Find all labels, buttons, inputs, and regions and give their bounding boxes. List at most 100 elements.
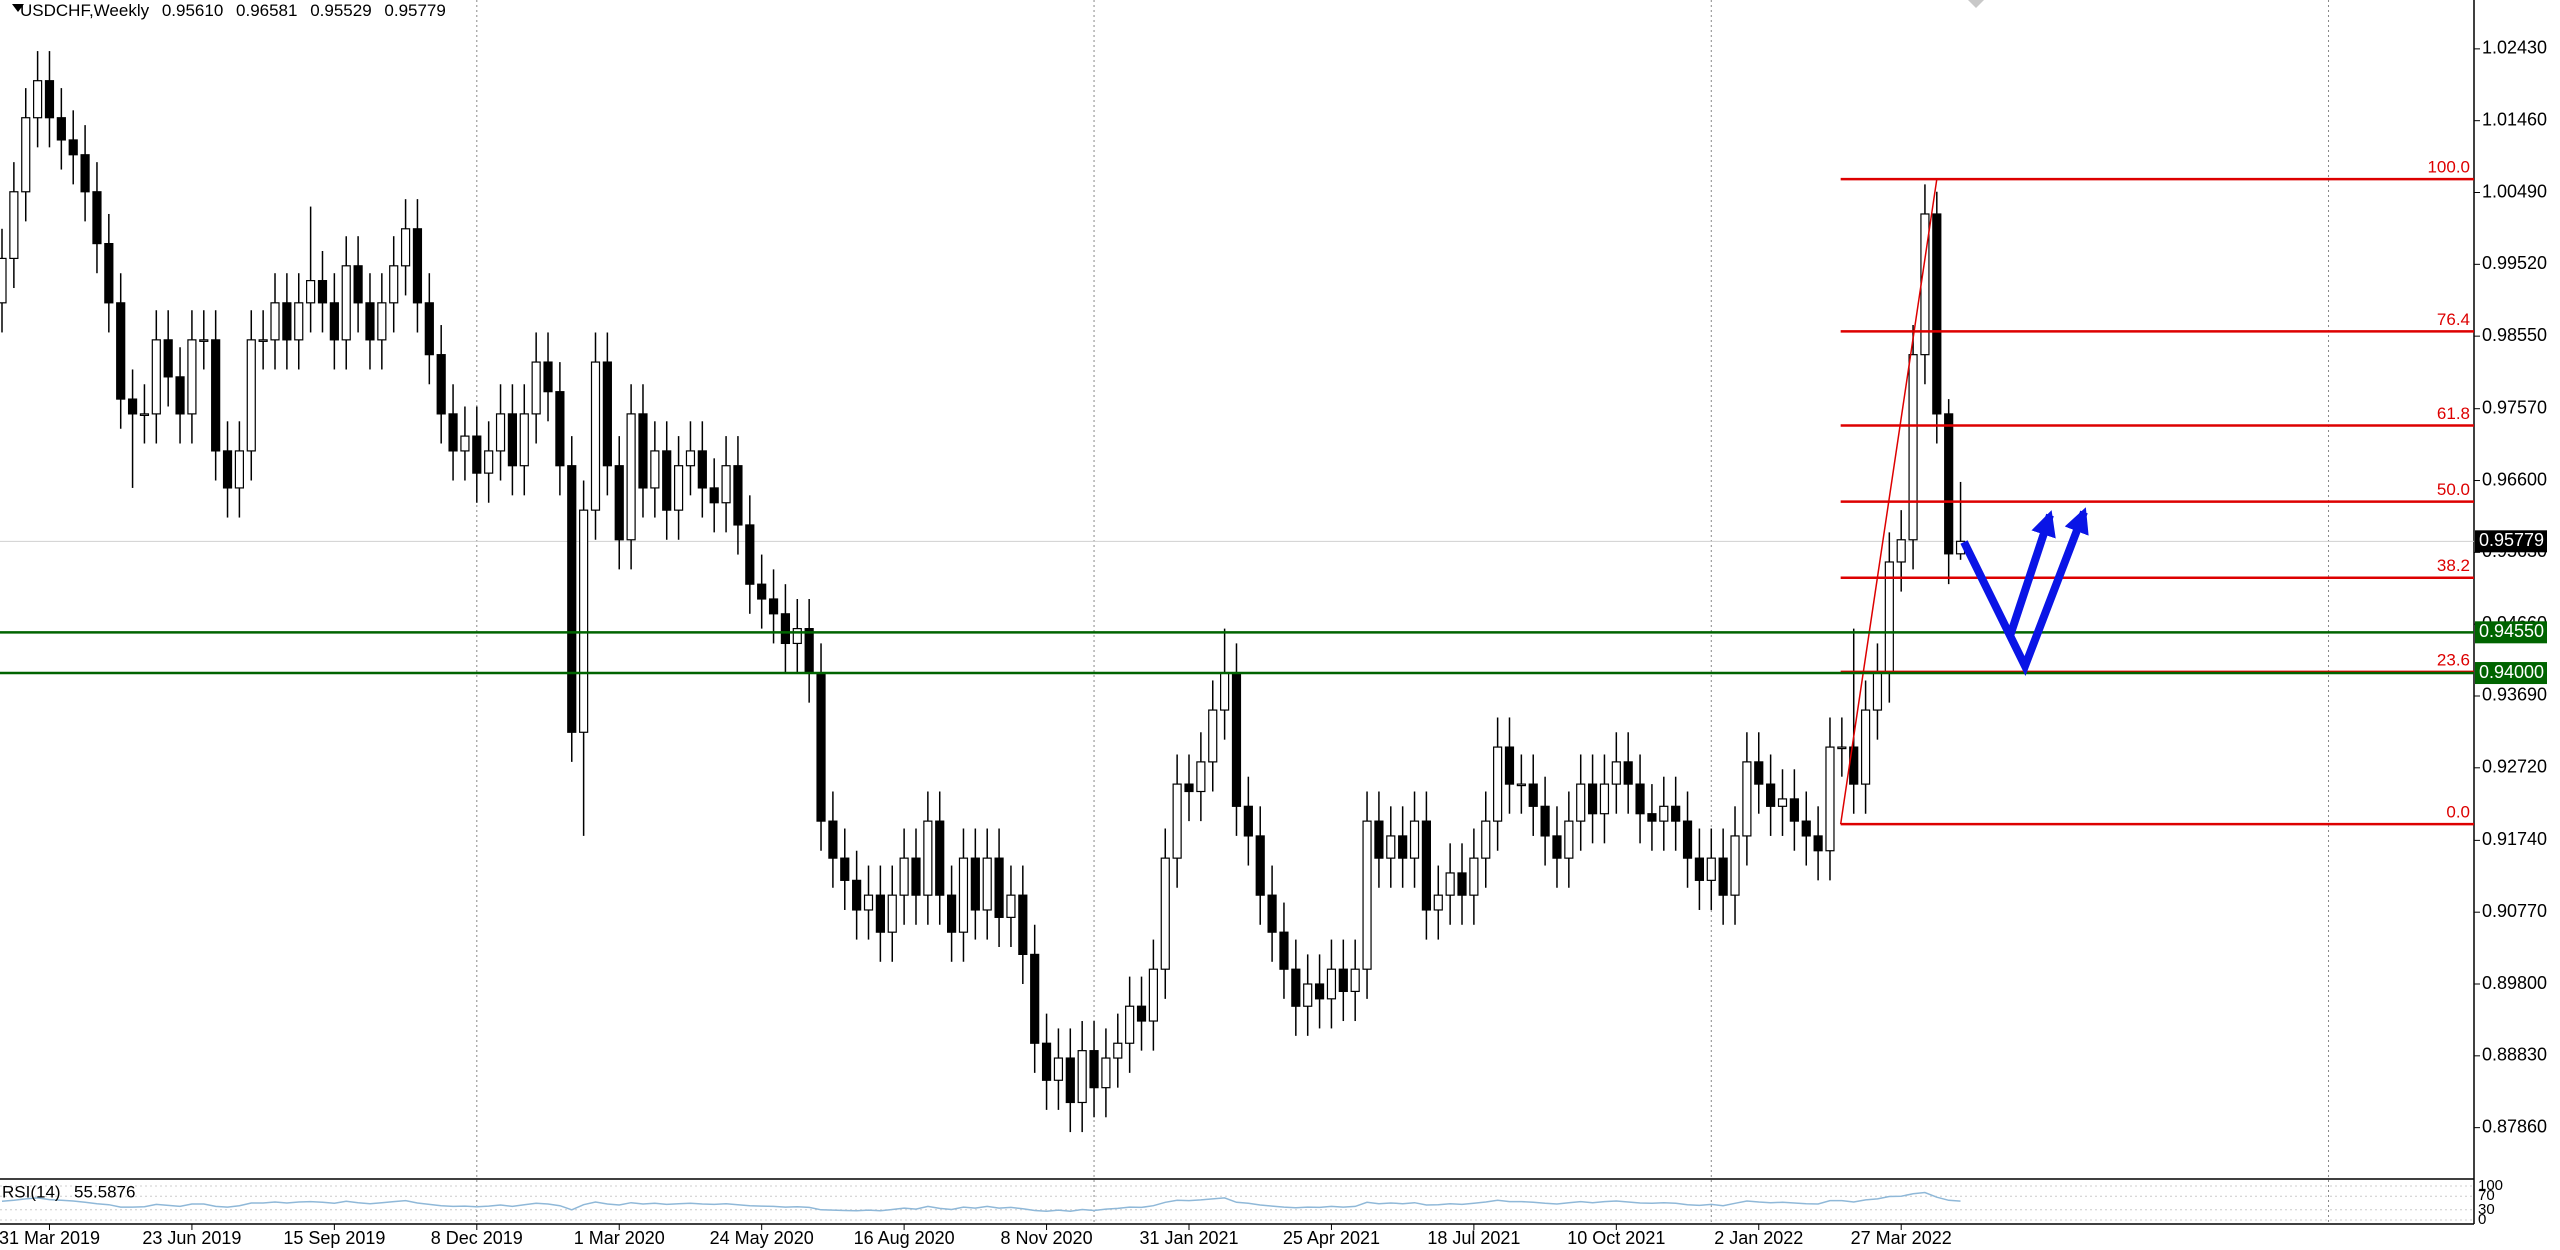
candle-body [685,450,696,467]
candle-body [1516,783,1526,787]
x-tick-label: 31 Jan 2021 [1139,1228,1238,1248]
candle-body [1540,805,1550,837]
close-label: 0.95779 [384,1,446,20]
candle-body [590,361,601,511]
candle-body [317,280,328,304]
x-tick-label: 23 Jun 2019 [142,1228,241,1248]
fib-level-label: 0.0 [2446,803,2470,822]
candle-body [1089,1050,1099,1089]
candle-body [1148,968,1158,1022]
candle-body [234,450,244,489]
candle-body [1908,354,1918,541]
candle-body [127,398,138,415]
candle-body [673,465,684,511]
candle-body [1303,983,1313,1007]
candle-body [424,302,434,356]
candle-body [1053,1057,1064,1081]
candle-body [1469,857,1479,896]
candle-body [436,354,446,415]
candle-body [780,613,791,645]
candle-body [1196,761,1206,793]
candle-body [92,191,102,245]
y-tick-label: 0.90770 [2482,901,2547,921]
level-tag-label: 0.94550 [2479,621,2544,641]
high-label: 0.96581 [236,1,298,20]
candle-body [56,117,66,141]
candle-body [1694,857,1705,881]
candle-body [163,339,173,378]
level-tag-label: 0.94000 [2479,662,2544,682]
candle-body [1267,894,1277,933]
candle-body [1208,709,1218,763]
candle-body [294,302,304,341]
candle-body [697,450,707,489]
candle-body [1136,1005,1147,1022]
candle-body [1231,672,1242,807]
candle-body [199,339,209,342]
open-label: 0.95610 [161,1,224,20]
x-tick-label: 15 Sep 2019 [283,1228,385,1248]
candle-body [1860,709,1871,785]
candle-body [1493,746,1503,822]
candle-body [1576,783,1586,822]
x-tick-label: 10 Oct 2021 [1567,1228,1665,1248]
candle-body [567,465,577,733]
candle-body [175,376,185,415]
y-tick-label: 0.87860 [2482,1116,2547,1136]
fib-level-label: 23.6 [2437,650,2470,669]
candle-body [1101,1057,1111,1089]
candle-body [448,413,458,452]
candle-body [187,339,197,415]
candle-body [1730,835,1740,896]
level-tag [2475,621,2547,644]
candle-body [1706,857,1716,881]
x-tick-label: 8 Nov 2020 [1001,1228,1093,1248]
candle-body [1932,213,1942,415]
candle-body [377,302,387,341]
candle-body [828,820,838,859]
y-tick-label: 1.00490 [2482,181,2547,201]
x-tick-label: 1 Mar 2020 [574,1228,665,1248]
x-tick-label: 27 Mar 2022 [1851,1228,1952,1248]
candle-body [507,413,518,467]
y-tick-label: 1.01460 [2482,109,2547,129]
candle-body [1872,672,1883,711]
x-tick-label: 2 Jan 2022 [1714,1228,1803,1248]
collapse-icon [12,4,24,12]
candle-body [1825,746,1835,852]
y-tick-label: 0.96600 [2482,469,2547,489]
low-label: 0.95529 [310,1,372,20]
candle-body [1599,783,1610,815]
candle-body [982,857,992,911]
y-tick-label: 0.89800 [2482,973,2547,993]
candle-body [733,465,743,526]
candle-body [151,339,161,415]
candle-body [306,280,316,304]
candle-body [1172,783,1182,859]
candle-body [531,361,541,415]
candle-body [994,857,1004,918]
candle-body [258,339,268,342]
candle-body [626,413,636,541]
candle-body [1314,983,1325,1000]
candle-body [1184,783,1194,793]
candle-body [1504,746,1515,785]
rsi-line [1,1191,1961,1212]
candle-body [211,339,221,452]
candle-body [282,302,292,341]
candle-body [389,265,399,304]
candle-body [1326,968,1337,1000]
candle-body [44,80,55,119]
candle-body [472,435,482,474]
candle-body [1398,835,1408,859]
candle-body [863,894,874,911]
candle-body [899,857,909,896]
candle-body [460,435,470,452]
candle-body [1030,953,1040,1044]
price-tag-label: 0.95779 [2479,530,2544,550]
candle-body [484,450,494,474]
symbol-title: USDCHF,Weekly [20,1,150,20]
candle-body [1611,761,1621,785]
arrow-annotation [2006,510,2056,638]
